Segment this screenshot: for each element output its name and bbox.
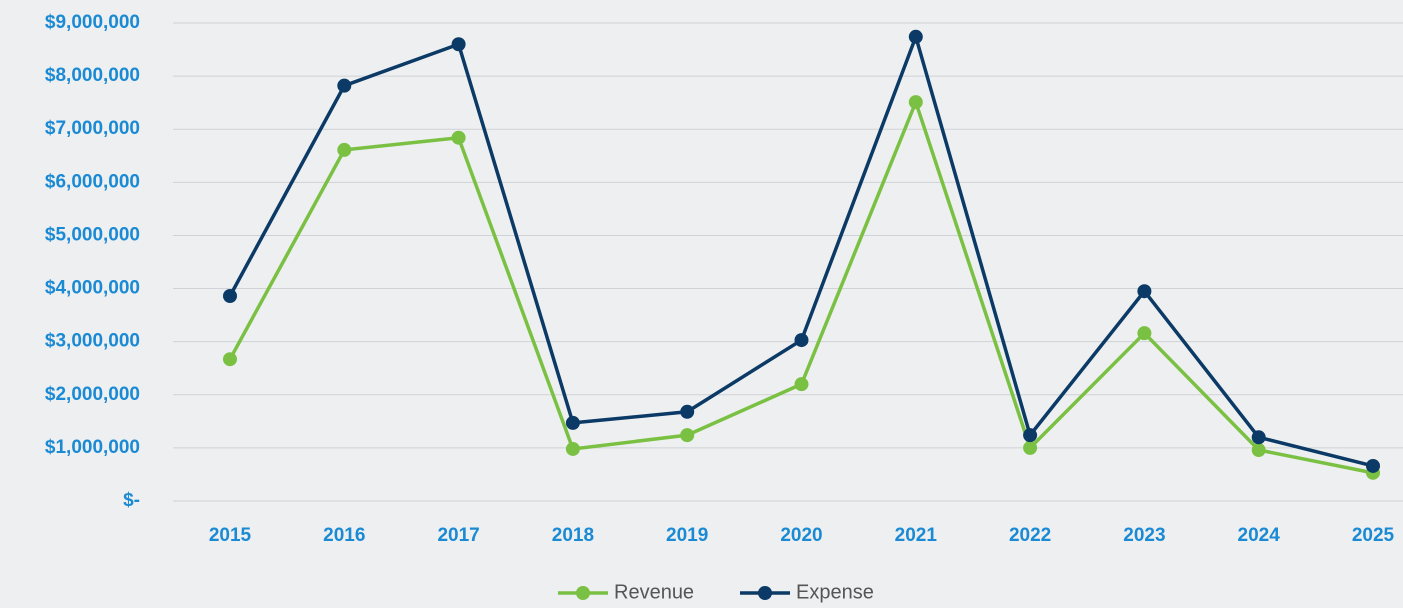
x-tick-label: 2016: [323, 525, 365, 546]
data-point: [451, 130, 466, 145]
y-tick-label: $2,000,000: [45, 384, 140, 405]
x-tick-label: 2022: [1009, 525, 1051, 546]
x-tick-label: 2024: [1238, 525, 1281, 546]
data-point: [1137, 326, 1152, 341]
data-point: [1023, 440, 1038, 455]
data-point: [794, 333, 809, 348]
y-tick-label: $8,000,000: [45, 65, 140, 86]
data-point: [1023, 428, 1038, 443]
data-point: [223, 352, 237, 367]
x-tick-label: 2025: [1352, 525, 1395, 546]
data-point: [223, 288, 237, 303]
data-point: [908, 95, 923, 110]
legend-label: Revenue: [614, 581, 694, 603]
data-point: [337, 142, 352, 157]
legend-marker: [758, 586, 772, 600]
y-tick-label: $9,000,000: [45, 12, 140, 33]
x-tick-label: 2017: [437, 525, 479, 546]
legend-label: Expense: [796, 581, 874, 603]
data-point: [1251, 443, 1266, 458]
x-tick-label: 2018: [552, 525, 594, 546]
x-tick-label: 2021: [895, 525, 938, 546]
y-tick-label: $6,000,000: [45, 171, 140, 192]
data-point: [1251, 430, 1266, 445]
y-tick-label: $1,000,000: [45, 437, 140, 458]
y-tick-label: $4,000,000: [45, 278, 140, 299]
x-tick-label: 2019: [666, 525, 708, 546]
data-point: [1137, 284, 1152, 299]
data-point: [1366, 458, 1380, 473]
data-point: [337, 78, 352, 93]
data-point: [565, 415, 580, 430]
series-line: [228, 97, 1374, 475]
series-line: [228, 31, 1374, 468]
x-tick-label: 2020: [780, 525, 822, 546]
x-tick-label: 2015: [209, 525, 252, 546]
data-point: [451, 37, 466, 52]
data-point: [794, 377, 809, 392]
x-tick-label: 2023: [1123, 525, 1165, 546]
data-point: [680, 428, 695, 443]
data-point: [565, 441, 580, 456]
data-point: [680, 404, 695, 419]
y-tick-label: $7,000,000: [45, 118, 140, 139]
legend-marker: [576, 586, 590, 600]
y-tick-label: $-: [123, 490, 140, 511]
y-tick-label: $3,000,000: [45, 331, 140, 352]
y-tick-label: $5,000,000: [45, 224, 140, 245]
data-point: [908, 29, 923, 44]
